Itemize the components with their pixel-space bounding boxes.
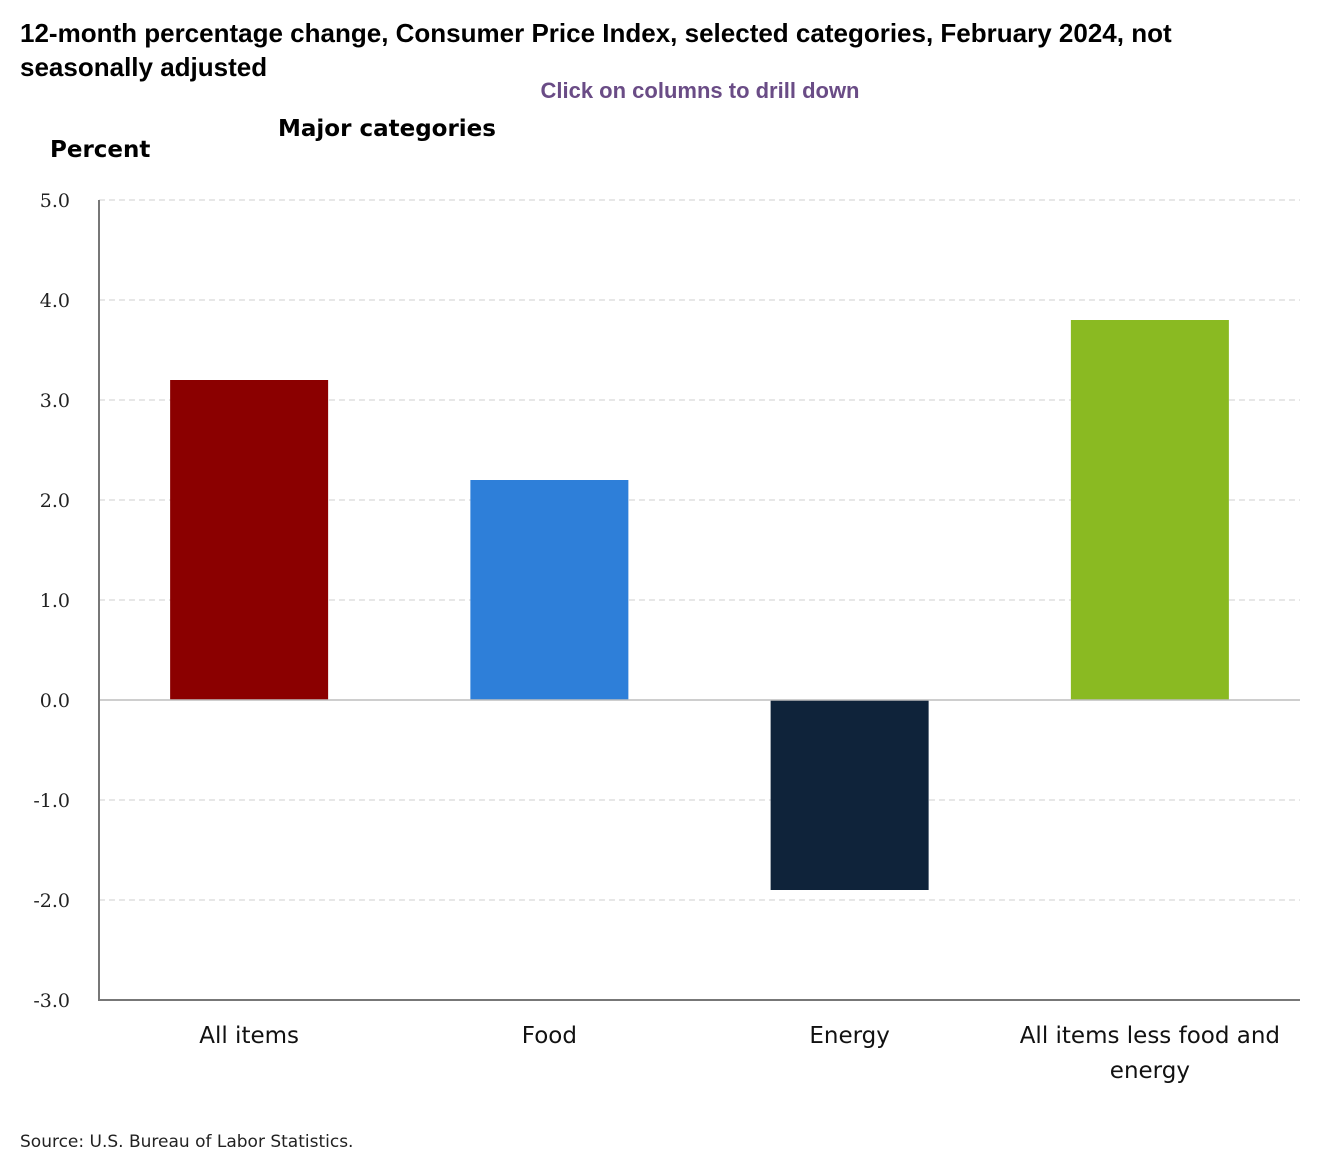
x-category-label: energy [1110, 1058, 1190, 1084]
y-tick-label: 1.0 [40, 590, 70, 612]
y-tick-label: 4.0 [40, 290, 70, 312]
x-category-label: Food [522, 1023, 577, 1049]
bars [170, 320, 1229, 890]
drill-down-hint: Click on columns to drill down [540, 78, 860, 103]
y-tick-label: 5.0 [40, 190, 70, 212]
y-tick-label: 0.0 [40, 690, 70, 712]
bar-food[interactable] [470, 480, 629, 700]
chart-title: 12-month percentage change, Consumer Pri… [20, 18, 1172, 82]
source-note: Source: U.S. Bureau of Labor Statistics. [20, 1132, 354, 1152]
bar-all-items[interactable] [170, 380, 329, 700]
y-tick-label: 2.0 [40, 490, 70, 512]
y-tick-label: 3.0 [40, 390, 70, 412]
y-tick-label: -3.0 [33, 990, 70, 1012]
chart-subtitle: Major categories [278, 116, 496, 142]
y-tick-label: -2.0 [33, 890, 70, 912]
y-tick-labels: 5.0 4.0 3.0 2.0 1.0 0.0 -1.0 -2.0 -3.0 [33, 190, 70, 1012]
x-category-label: All items [199, 1023, 299, 1049]
x-category-label: Energy [809, 1023, 890, 1049]
bar-all-items-less-food-and-energy[interactable] [1070, 320, 1229, 700]
x-category-labels: All items Food Energy All items less food a… [199, 1023, 1280, 1084]
axes [98, 200, 1300, 1001]
x-category-label: All items less food and [1020, 1023, 1280, 1049]
y-axis-label: Percent [50, 137, 151, 163]
bar-energy[interactable] [770, 700, 929, 890]
y-tick-label: -1.0 [33, 790, 70, 812]
